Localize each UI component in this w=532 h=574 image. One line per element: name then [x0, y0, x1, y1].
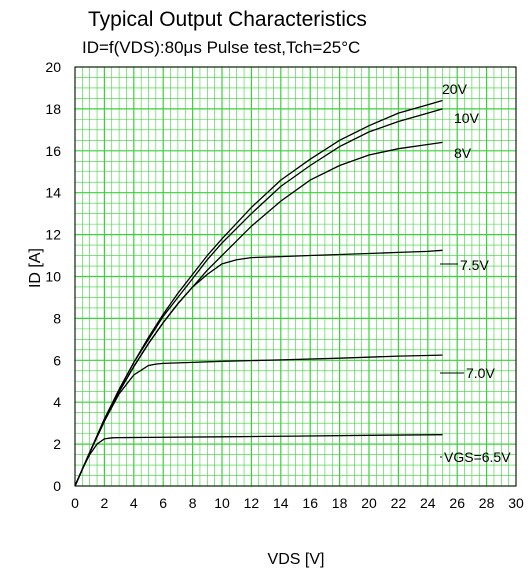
x-tick-label: 16	[302, 495, 318, 511]
y-tick-labels: 0 2 4 6 8 10 12 14 16 18 20	[45, 59, 61, 494]
x-tick-label: 18	[332, 495, 348, 511]
curve-label: 8V	[454, 145, 472, 161]
curve-label: 7.0V	[466, 365, 495, 381]
x-tick-label: 26	[449, 495, 465, 511]
y-tick-label: 8	[53, 310, 61, 326]
x-tick-label: 24	[420, 495, 436, 511]
curve-line	[74, 354, 443, 487]
x-tick-label: 10	[214, 495, 230, 511]
y-tick-label: 4	[53, 394, 61, 410]
x-tick-label: 8	[189, 495, 197, 511]
x-tick-label: 2	[101, 495, 109, 511]
y-tick-label: 20	[45, 59, 61, 75]
curve-label: VGS=6.5V	[444, 449, 511, 465]
y-tick-label: 10	[45, 269, 61, 285]
x-axis-label: VDS [V]	[268, 551, 325, 568]
y-tick-label: 6	[53, 352, 61, 368]
x-tick-label: 4	[130, 495, 138, 511]
curve-line	[74, 108, 443, 487]
x-tick-label: 28	[479, 495, 495, 511]
chart-subtitle: ID=f(VDS):80μs Pulse test,Tch=25°C	[82, 38, 360, 57]
curve-label: 7.5V	[460, 257, 489, 273]
y-axis-label: ID [A]	[27, 248, 44, 288]
x-tick-label: 22	[391, 495, 407, 511]
x-tick-label: 30	[508, 495, 524, 511]
x-tick-label: 0	[71, 495, 79, 511]
y-tick-label: 18	[45, 101, 61, 117]
x-tick-label: 20	[361, 495, 377, 511]
chart-title: Typical Output Characteristics	[88, 8, 367, 31]
x-tick-labels: 0 2 4 6 8 10 12 14 16 18 20 22 24 26 28 30	[71, 495, 524, 511]
curve-label: 20V	[442, 81, 468, 97]
curves	[74, 99, 443, 487]
y-tick-label: 0	[53, 478, 61, 494]
x-tick-label: 14	[273, 495, 289, 511]
curve-line	[74, 434, 443, 487]
plot-frame	[74, 66, 517, 487]
curve-labels: 20V 10V 8V 7.5V 7.0V VGS=6.5V	[440, 81, 511, 465]
y-tick-label: 12	[45, 227, 61, 243]
y-tick-label: 2	[53, 436, 61, 452]
curve-line	[74, 249, 443, 487]
x-tick-label: 6	[159, 495, 167, 511]
x-tick-label: 12	[244, 495, 260, 511]
y-tick-label: 16	[45, 143, 61, 159]
y-tick-label: 14	[45, 185, 61, 201]
curve-label: 10V	[454, 110, 480, 126]
